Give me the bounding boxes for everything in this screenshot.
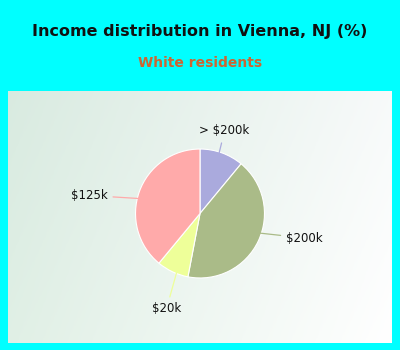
Text: White residents: White residents <box>138 56 262 70</box>
Wedge shape <box>136 149 200 263</box>
Wedge shape <box>159 214 200 277</box>
Text: $125k: $125k <box>71 189 160 202</box>
Text: > $200k: > $200k <box>199 125 250 173</box>
Text: $20k: $20k <box>152 252 182 315</box>
Text: $200k: $200k <box>239 231 323 245</box>
Wedge shape <box>200 149 241 214</box>
Wedge shape <box>188 164 264 278</box>
Text: Income distribution in Vienna, NJ (%): Income distribution in Vienna, NJ (%) <box>32 24 368 39</box>
